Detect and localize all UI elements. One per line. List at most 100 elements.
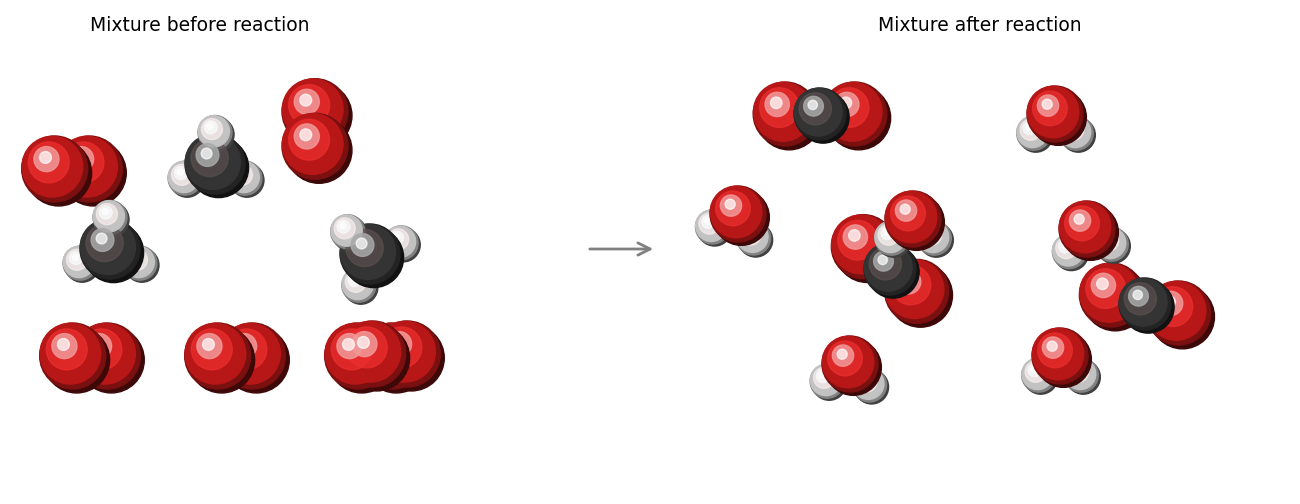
Circle shape: [78, 327, 144, 393]
Circle shape: [237, 339, 250, 350]
Circle shape: [1017, 116, 1050, 150]
Circle shape: [710, 186, 762, 238]
Circle shape: [1065, 358, 1096, 390]
Circle shape: [22, 136, 83, 197]
Circle shape: [224, 327, 290, 393]
Circle shape: [1067, 361, 1089, 383]
Circle shape: [1019, 118, 1053, 152]
Circle shape: [794, 88, 842, 136]
Circle shape: [1024, 360, 1058, 394]
Circle shape: [94, 201, 125, 232]
Circle shape: [1124, 283, 1157, 315]
Circle shape: [1053, 234, 1087, 269]
Circle shape: [1037, 333, 1072, 368]
Circle shape: [1086, 269, 1126, 308]
Circle shape: [294, 89, 320, 114]
Circle shape: [39, 152, 52, 163]
Circle shape: [859, 373, 872, 386]
Circle shape: [341, 224, 395, 280]
Circle shape: [715, 191, 750, 226]
Circle shape: [891, 265, 931, 305]
Circle shape: [1128, 286, 1148, 306]
Circle shape: [1060, 116, 1093, 150]
Circle shape: [342, 268, 373, 300]
Circle shape: [702, 215, 715, 228]
Circle shape: [1060, 201, 1115, 257]
Circle shape: [920, 224, 941, 245]
Circle shape: [361, 245, 393, 276]
Circle shape: [361, 245, 395, 279]
Circle shape: [828, 341, 862, 376]
Circle shape: [757, 86, 822, 150]
Circle shape: [94, 201, 127, 234]
Circle shape: [348, 274, 361, 287]
Circle shape: [831, 215, 896, 279]
Circle shape: [202, 118, 222, 140]
Circle shape: [1023, 121, 1036, 135]
Circle shape: [185, 323, 251, 389]
Circle shape: [191, 140, 229, 176]
Circle shape: [86, 224, 124, 262]
Circle shape: [204, 163, 217, 176]
Circle shape: [902, 274, 914, 286]
Circle shape: [823, 82, 881, 141]
Circle shape: [168, 161, 199, 193]
Circle shape: [1017, 116, 1048, 148]
Circle shape: [74, 152, 86, 163]
Circle shape: [720, 195, 741, 216]
Circle shape: [885, 260, 944, 319]
Circle shape: [900, 204, 910, 214]
Circle shape: [330, 215, 365, 249]
Circle shape: [1062, 204, 1118, 261]
Circle shape: [286, 83, 352, 149]
Circle shape: [881, 227, 894, 239]
Circle shape: [875, 221, 909, 255]
Circle shape: [95, 203, 129, 236]
Circle shape: [44, 327, 109, 393]
Circle shape: [168, 161, 202, 195]
Circle shape: [57, 136, 117, 197]
Circle shape: [386, 228, 420, 262]
Circle shape: [339, 223, 346, 229]
Circle shape: [1035, 331, 1092, 388]
Circle shape: [1031, 89, 1087, 145]
Circle shape: [1122, 281, 1174, 333]
Circle shape: [92, 339, 104, 350]
Circle shape: [1095, 227, 1128, 261]
Circle shape: [855, 371, 878, 392]
Circle shape: [359, 323, 425, 389]
Circle shape: [742, 226, 755, 239]
Circle shape: [96, 233, 107, 244]
Circle shape: [1056, 237, 1076, 259]
Circle shape: [835, 218, 900, 282]
Circle shape: [64, 246, 95, 278]
Circle shape: [29, 142, 69, 183]
Circle shape: [1104, 235, 1110, 241]
Circle shape: [337, 334, 361, 359]
Circle shape: [1071, 363, 1083, 376]
Circle shape: [919, 223, 953, 257]
Circle shape: [737, 221, 771, 255]
Circle shape: [126, 249, 147, 270]
Circle shape: [740, 224, 760, 245]
Circle shape: [1158, 291, 1183, 316]
Circle shape: [896, 200, 916, 221]
Circle shape: [374, 321, 441, 387]
Circle shape: [1062, 242, 1067, 248]
Circle shape: [1080, 263, 1139, 322]
Circle shape: [1031, 366, 1037, 372]
Circle shape: [207, 123, 213, 130]
Circle shape: [174, 167, 187, 179]
Circle shape: [65, 248, 99, 282]
Circle shape: [172, 164, 192, 185]
Circle shape: [351, 233, 374, 257]
Circle shape: [822, 336, 878, 392]
Circle shape: [188, 327, 255, 393]
Circle shape: [198, 116, 229, 147]
Circle shape: [1074, 214, 1084, 224]
Circle shape: [699, 213, 720, 234]
Circle shape: [237, 169, 243, 175]
Circle shape: [103, 209, 108, 215]
Circle shape: [367, 250, 380, 263]
Circle shape: [198, 115, 231, 150]
